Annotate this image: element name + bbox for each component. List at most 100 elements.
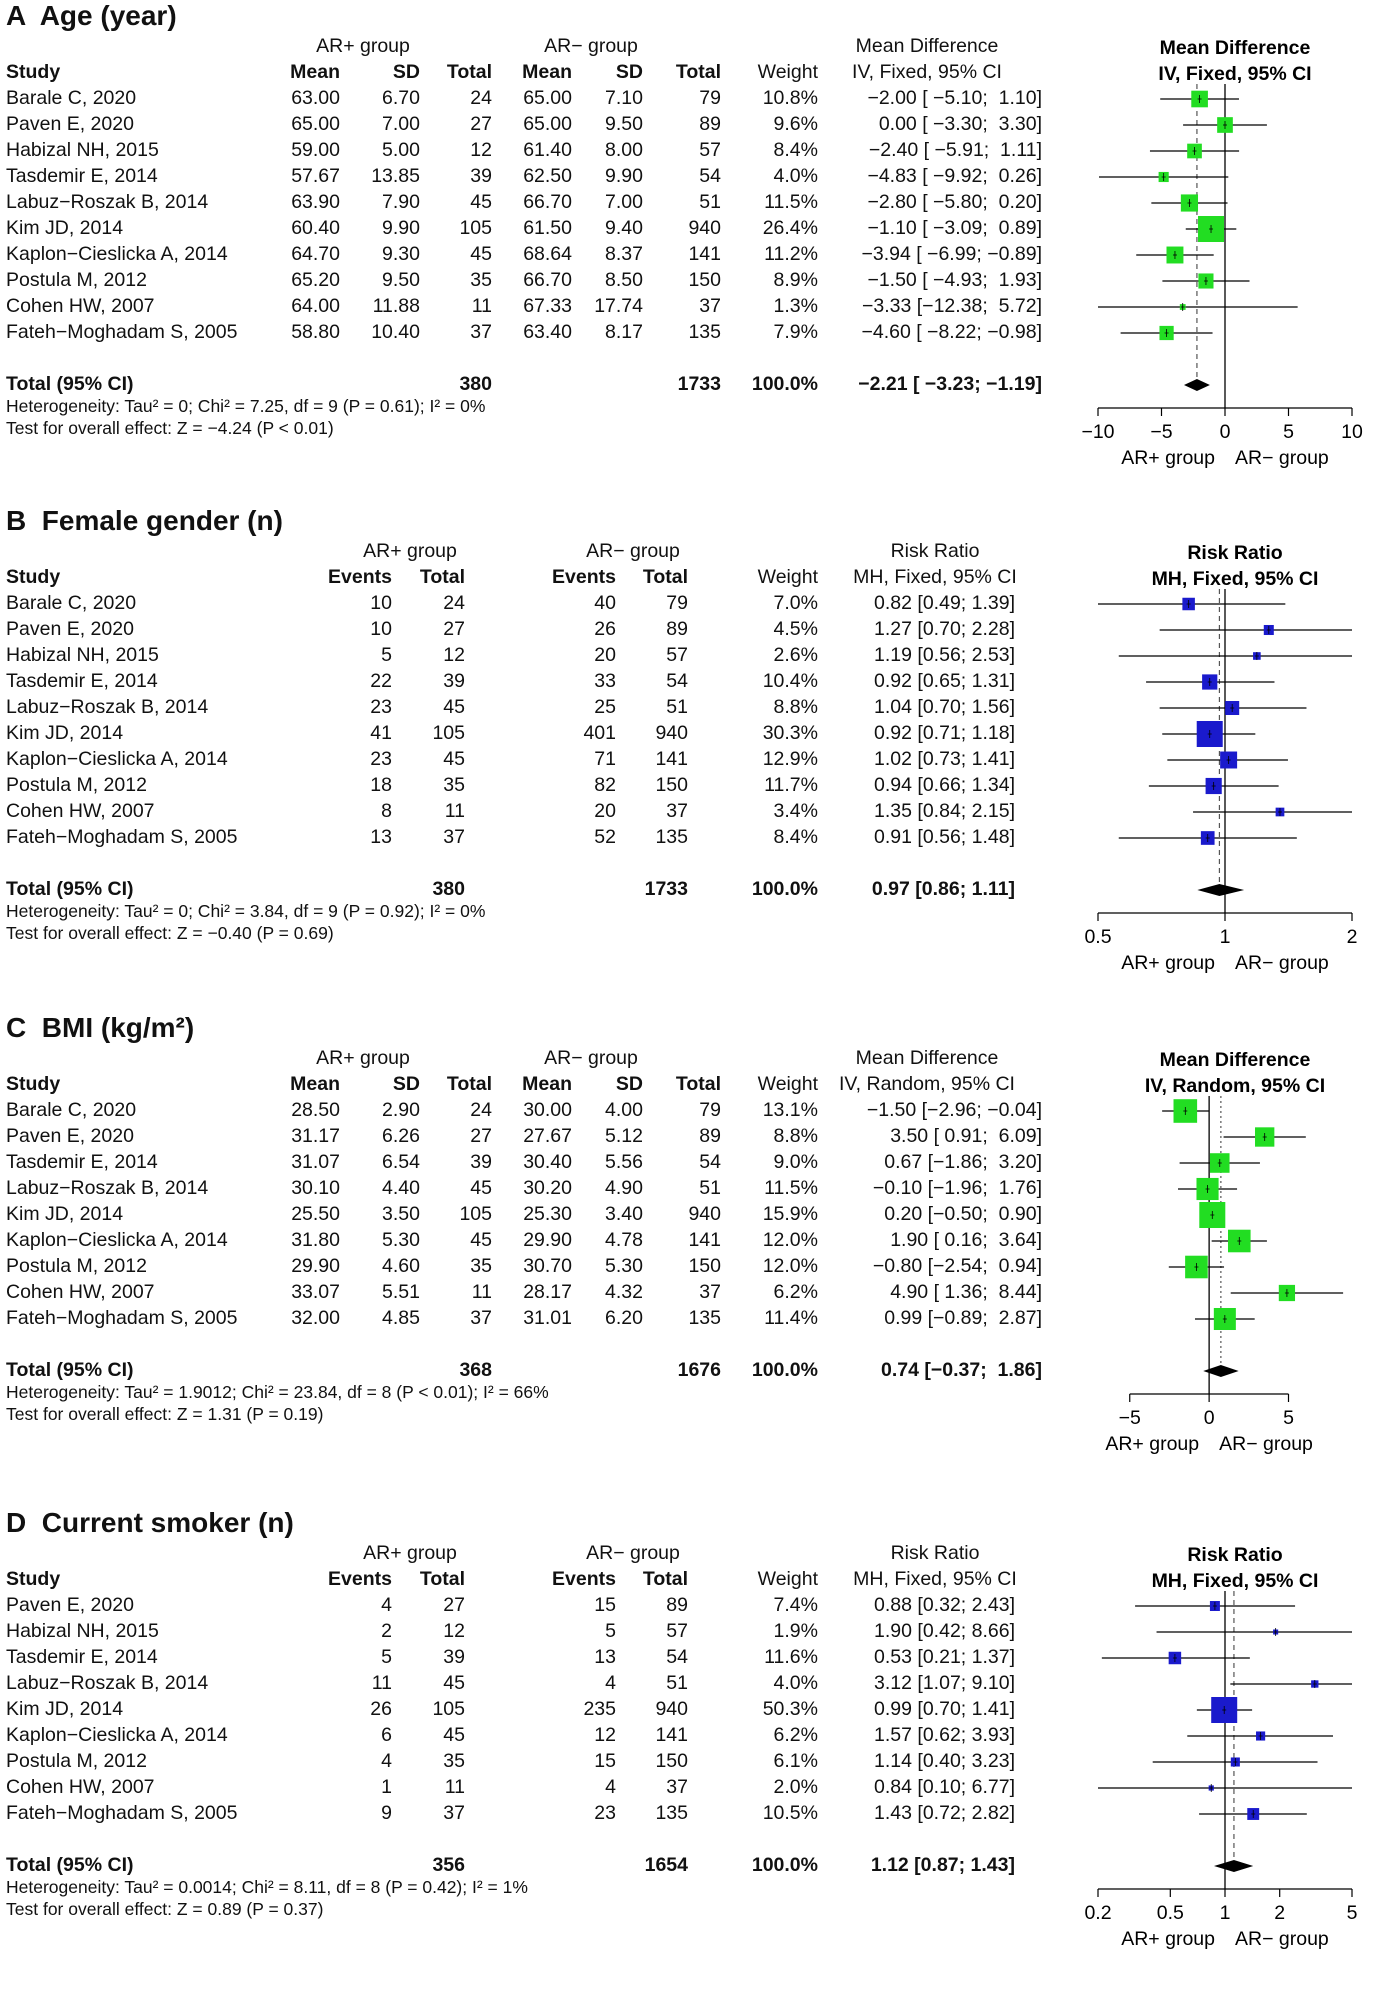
study-weight: 7.0% (773, 592, 818, 614)
study-cell: 141 (688, 243, 721, 265)
study-cell: 37 (470, 321, 492, 343)
column-header: Mean (522, 61, 572, 83)
study-cell: 45 (470, 191, 492, 213)
study-weight: 11.7% (764, 774, 818, 796)
column-header-weight: Weight (757, 61, 818, 83)
study-cell: 27 (470, 1125, 492, 1147)
study-name: Postula M, 2012 (6, 774, 147, 796)
overall-effect-text: Test for overall effect: Z = −0.40 (P = … (6, 923, 334, 943)
study-cell: 29.90 (291, 1255, 340, 1277)
study-cell: 66.70 (523, 191, 572, 213)
study-effect-ci: −0.10 [−1.96; 1.76] (872, 1177, 1042, 1199)
column-header: Mean (290, 1073, 340, 1095)
pooled-diamond (1214, 1860, 1254, 1872)
study-cell: 8.00 (605, 139, 643, 161)
x-axis-tick-label: −10 (1081, 421, 1114, 443)
study-cell: 27 (443, 1594, 465, 1616)
x-axis-tick-label: 0 (1220, 421, 1231, 443)
study-effect-ci: 0.99 [0.70; 1.41] (874, 1698, 1015, 1720)
study-cell: 24 (470, 1099, 492, 1121)
study-weight: 11.2% (764, 243, 818, 265)
total-weight: 100.0% (751, 1854, 818, 1876)
total-label: Total (95% CI) (6, 1359, 134, 1381)
study-cell: 3.40 (605, 1203, 643, 1225)
study-cell: 940 (688, 1203, 721, 1225)
panel-title: B Female gender (n) (6, 505, 283, 536)
study-cell: 9.90 (382, 217, 420, 239)
study-cell: 25.30 (523, 1203, 572, 1225)
column-header: Total (419, 1568, 465, 1590)
favours-left-label: AR+ group (1121, 952, 1215, 974)
column-header: Total (675, 61, 721, 83)
study-name: Kim JD, 2014 (6, 722, 124, 744)
study-cell: 57 (666, 1620, 688, 1642)
group-header-ar-positive: AR+ group (363, 1542, 457, 1564)
study-cell: 7.10 (605, 87, 643, 109)
total-weight: 100.0% (751, 878, 818, 900)
study-cell: 31.80 (291, 1229, 340, 1251)
study-cell: 79 (666, 592, 688, 614)
study-cell: 45 (443, 748, 465, 770)
study-weight: 1.3% (773, 295, 818, 317)
study-name: Labuz−Roszak B, 2014 (6, 1177, 209, 1199)
total-weight: 100.0% (751, 1359, 818, 1381)
study-name: Fateh−Moghadam S, 2005 (6, 1802, 238, 1824)
study-cell: 13.85 (371, 165, 420, 187)
study-name: Habizal NH, 2015 (6, 1620, 159, 1642)
study-effect-ci: −0.80 [−2.54; 0.94] (872, 1255, 1042, 1277)
favours-right-label: AR− group (1235, 1928, 1329, 1950)
x-axis-tick-label: −5 (1119, 1407, 1141, 1429)
forest-panel-b: B Female gender (n) AR+ group AR− group Ris… (0, 505, 1383, 1005)
study-cell: 6.26 (382, 1125, 420, 1147)
study-cell: 25 (594, 696, 616, 718)
study-cell: 150 (655, 1750, 688, 1772)
column-header: Total (446, 1073, 492, 1095)
study-effect-ci: −3.94 [ −6.99; −0.89] (861, 243, 1042, 265)
panel-title: C BMI (kg/m²) (6, 1012, 195, 1043)
overall-effect-text: Test for overall effect: Z = 0.89 (P = 0… (6, 1899, 324, 1919)
study-cell: 150 (688, 1255, 721, 1277)
study-cell: 52 (594, 826, 616, 848)
study-cell: 135 (688, 1307, 721, 1329)
study-cell: 4 (381, 1594, 392, 1616)
study-cell: 64.00 (291, 295, 340, 317)
plot-header-line2: MH, Fixed, 95% CI (1152, 1570, 1319, 1592)
study-cell: 37 (443, 826, 465, 848)
study-name: Kim JD, 2014 (6, 1698, 124, 1720)
x-axis-tick-label: 1 (1220, 1902, 1231, 1924)
study-cell: 40 (594, 592, 616, 614)
total-n-ar-negative: 1733 (677, 373, 721, 395)
study-name: Kaplon−Cieslicka A, 2014 (6, 1724, 228, 1746)
study-cell: 2 (381, 1620, 392, 1642)
x-axis-tick-label: 0 (1204, 1407, 1215, 1429)
study-cell: 9.30 (382, 243, 420, 265)
study-weight: 15.9% (762, 1203, 818, 1225)
study-cell: 63.00 (291, 87, 340, 109)
study-cell: 65.00 (523, 113, 572, 135)
group-header-ar-negative: AR− group (586, 1542, 680, 1564)
study-cell: 35 (470, 269, 492, 291)
study-weight: 7.4% (773, 1594, 818, 1616)
study-name: Kaplon−Cieslicka A, 2014 (6, 243, 228, 265)
study-weight: 8.4% (773, 139, 818, 161)
study-cell: 51 (666, 1672, 688, 1694)
column-header-study: Study (6, 1073, 61, 1095)
plot-header-line1: Mean Difference (1160, 37, 1311, 59)
study-cell: 11.88 (372, 295, 420, 317)
study-name: Fateh−Moghadam S, 2005 (6, 1307, 238, 1329)
group-header-ar-positive: AR+ group (363, 540, 457, 562)
study-cell: 150 (655, 774, 688, 796)
study-cell: 68.64 (523, 243, 572, 265)
plot-header-line2: IV, Random, 95% CI (1145, 1075, 1325, 1097)
forest-panel-d: D Current smoker (n) AR+ group AR− group Ri… (0, 1507, 1383, 2007)
favours-left-label: AR+ group (1121, 447, 1215, 469)
study-cell: 15 (594, 1594, 616, 1616)
forest-plot-area: Mean Difference IV, Random, 95% CI −5 0 5 AR+… (1105, 1049, 1344, 1455)
plot-header-line1: Risk Ratio (1187, 1544, 1282, 1566)
group-header-ar-positive: AR+ group (316, 1047, 410, 1069)
study-weight: 2.6% (773, 644, 818, 666)
overall-effect-text: Test for overall effect: Z = 1.31 (P = 0… (6, 1404, 324, 1424)
total-effect-ci: −2.21 [ −3.23; −1.19] (858, 373, 1042, 395)
x-axis-tick-label: −5 (1150, 421, 1172, 443)
study-cell: 32.00 (291, 1307, 340, 1329)
